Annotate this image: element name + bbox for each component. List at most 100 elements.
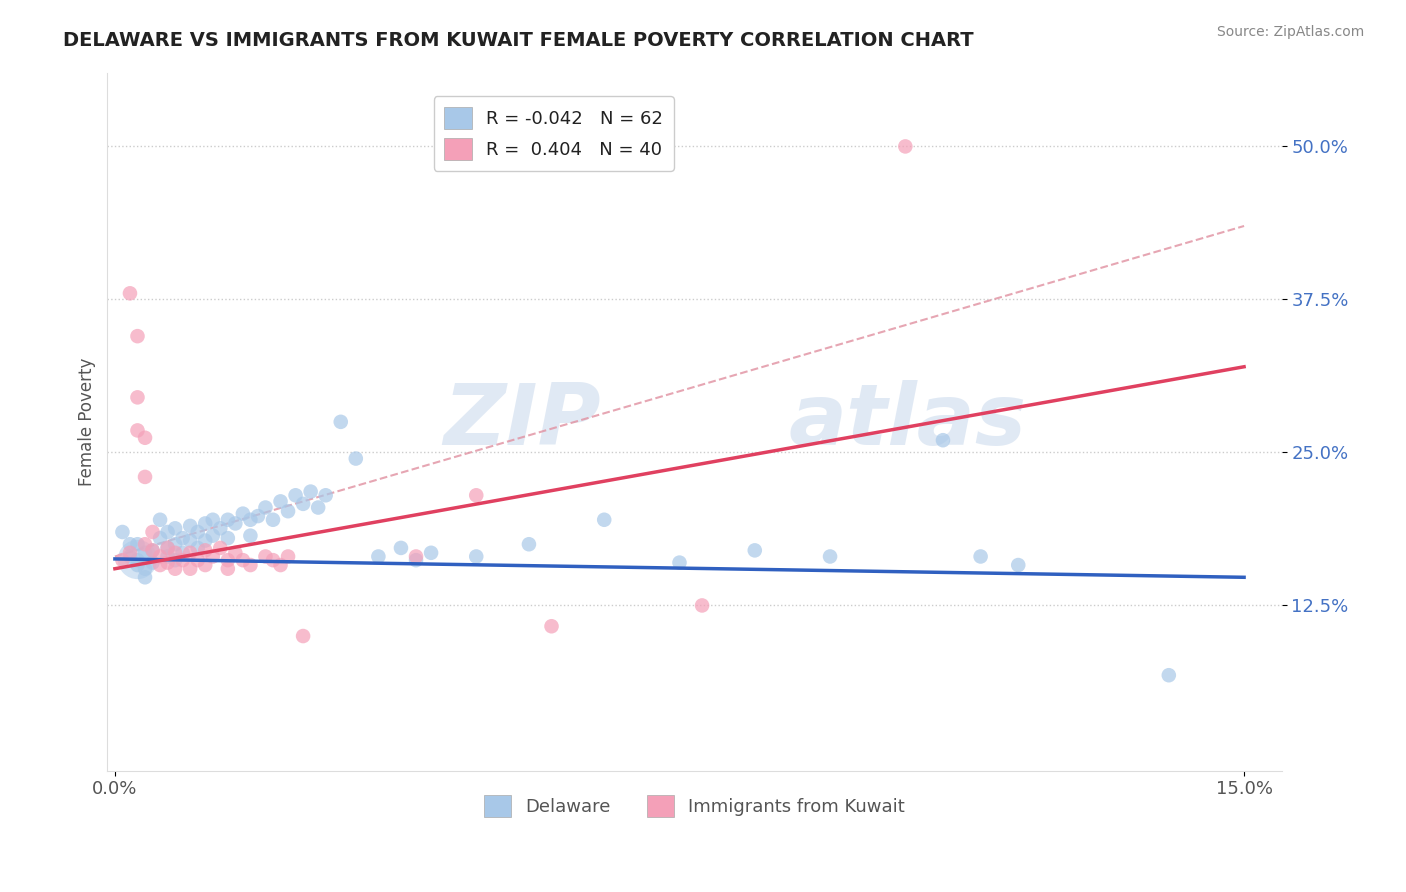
Point bbox=[818, 549, 841, 564]
Point bbox=[217, 513, 239, 527]
Point bbox=[209, 521, 232, 535]
Point bbox=[517, 537, 540, 551]
Point bbox=[465, 488, 488, 502]
Point bbox=[134, 431, 156, 445]
Point bbox=[224, 546, 246, 560]
Point bbox=[232, 507, 254, 521]
Point bbox=[217, 562, 239, 576]
Point bbox=[127, 424, 149, 438]
Point bbox=[127, 390, 149, 404]
Point bbox=[111, 524, 134, 539]
Point bbox=[262, 553, 284, 567]
Point bbox=[1007, 558, 1029, 572]
Point bbox=[292, 629, 315, 643]
Point bbox=[127, 329, 149, 343]
Point bbox=[165, 537, 187, 551]
Point bbox=[134, 570, 156, 584]
Point bbox=[165, 562, 187, 576]
Point bbox=[420, 546, 443, 560]
Text: ZIP: ZIP bbox=[443, 380, 600, 463]
Point bbox=[165, 546, 187, 560]
Point bbox=[277, 504, 299, 518]
Point bbox=[149, 558, 172, 572]
Point bbox=[194, 543, 217, 558]
Point bbox=[172, 546, 194, 560]
Point bbox=[165, 521, 187, 535]
Point bbox=[246, 509, 269, 524]
Point bbox=[141, 524, 163, 539]
Point bbox=[194, 516, 217, 531]
Text: Source: ZipAtlas.com: Source: ZipAtlas.com bbox=[1216, 25, 1364, 39]
Point bbox=[201, 529, 224, 543]
Point bbox=[118, 286, 141, 301]
Point bbox=[156, 556, 179, 570]
Point bbox=[141, 543, 163, 558]
Point bbox=[239, 529, 262, 543]
Point bbox=[201, 513, 224, 527]
Point bbox=[156, 524, 179, 539]
Point bbox=[194, 558, 217, 572]
Point bbox=[209, 541, 232, 555]
Point bbox=[156, 549, 179, 564]
Point bbox=[165, 553, 187, 567]
Point bbox=[127, 558, 149, 572]
Point bbox=[270, 558, 292, 572]
Point bbox=[217, 531, 239, 545]
Y-axis label: Female Poverty: Female Poverty bbox=[79, 358, 96, 486]
Point bbox=[1157, 668, 1180, 682]
Point bbox=[179, 533, 201, 548]
Point bbox=[179, 546, 201, 560]
Point bbox=[262, 513, 284, 527]
Point bbox=[389, 541, 412, 555]
Point bbox=[299, 484, 322, 499]
Point bbox=[277, 549, 299, 564]
Point bbox=[329, 415, 352, 429]
Point bbox=[194, 533, 217, 548]
Point bbox=[254, 500, 277, 515]
Point bbox=[127, 553, 149, 567]
Point bbox=[254, 549, 277, 564]
Point bbox=[111, 553, 134, 567]
Point bbox=[134, 546, 156, 560]
Point bbox=[744, 543, 766, 558]
Point bbox=[187, 524, 209, 539]
Point bbox=[156, 541, 179, 555]
Point bbox=[932, 433, 955, 447]
Point bbox=[149, 531, 172, 545]
Point bbox=[156, 541, 179, 555]
Point bbox=[405, 553, 427, 567]
Point bbox=[465, 549, 488, 564]
Point bbox=[292, 497, 315, 511]
Point bbox=[284, 488, 307, 502]
Text: atlas: atlas bbox=[789, 380, 1026, 463]
Point bbox=[315, 488, 337, 502]
Point bbox=[201, 549, 224, 564]
Point bbox=[307, 500, 329, 515]
Point bbox=[187, 541, 209, 555]
Point bbox=[179, 519, 201, 533]
Point bbox=[894, 139, 917, 153]
Point bbox=[239, 558, 262, 572]
Point bbox=[172, 531, 194, 545]
Point bbox=[118, 537, 141, 551]
Point bbox=[179, 562, 201, 576]
Point bbox=[217, 553, 239, 567]
Point bbox=[540, 619, 562, 633]
Point bbox=[367, 549, 389, 564]
Point bbox=[134, 562, 156, 576]
Point bbox=[127, 552, 149, 566]
Point bbox=[134, 537, 156, 551]
Point bbox=[141, 556, 163, 570]
Point bbox=[118, 549, 141, 564]
Point bbox=[224, 516, 246, 531]
Point bbox=[593, 513, 616, 527]
Point bbox=[232, 553, 254, 567]
Point bbox=[969, 549, 991, 564]
Point bbox=[270, 494, 292, 508]
Legend: Delaware, Immigrants from Kuwait: Delaware, Immigrants from Kuwait bbox=[477, 788, 912, 824]
Point bbox=[118, 546, 141, 560]
Text: DELAWARE VS IMMIGRANTS FROM KUWAIT FEMALE POVERTY CORRELATION CHART: DELAWARE VS IMMIGRANTS FROM KUWAIT FEMAL… bbox=[63, 31, 974, 50]
Point bbox=[149, 549, 172, 564]
Point bbox=[690, 599, 713, 613]
Point bbox=[149, 513, 172, 527]
